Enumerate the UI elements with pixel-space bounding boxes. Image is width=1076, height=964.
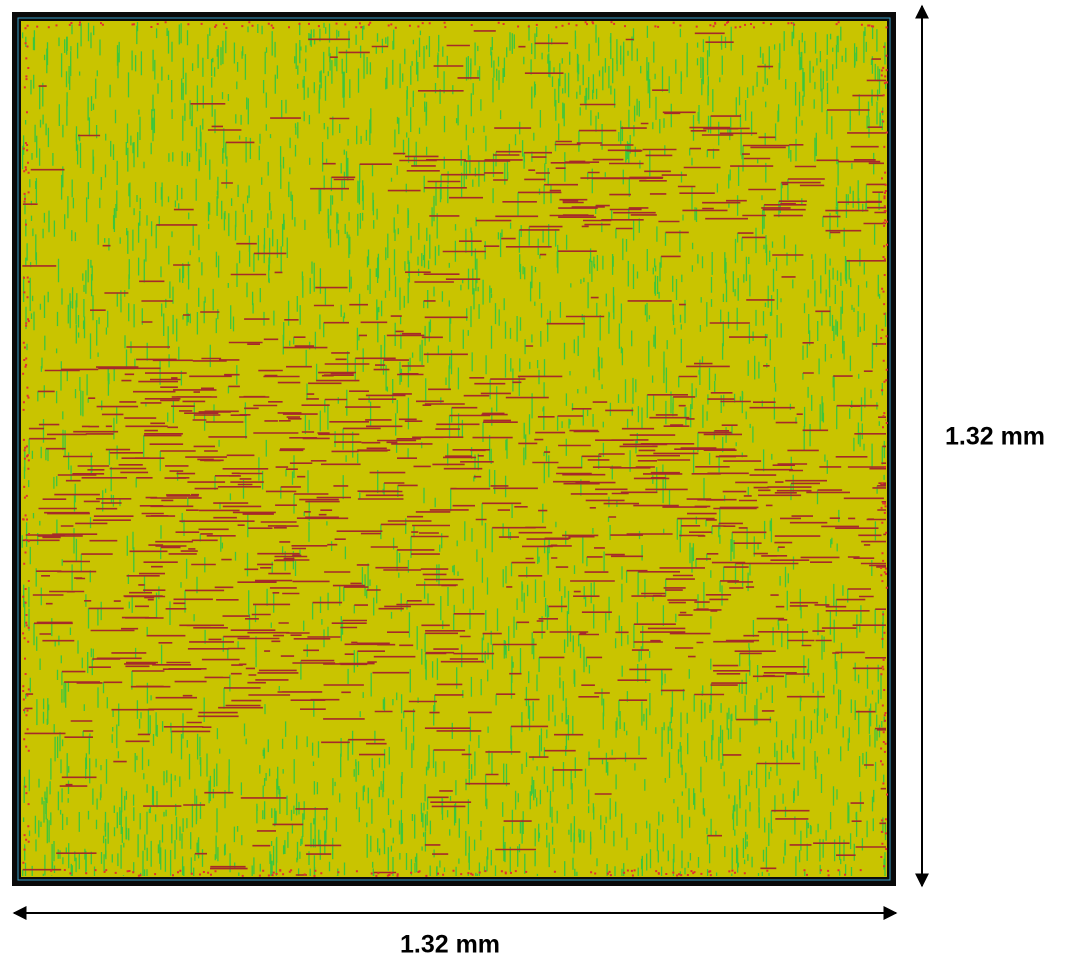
green-routing	[21, 22, 887, 876]
layout-texture	[21, 21, 888, 877]
red-routing	[22, 30, 886, 876]
io-pads	[22, 21, 888, 877]
width-label: 1.32 mm	[400, 931, 500, 959]
chip-ring	[17, 17, 891, 881]
height-label: 1.32 mm	[945, 423, 1045, 451]
